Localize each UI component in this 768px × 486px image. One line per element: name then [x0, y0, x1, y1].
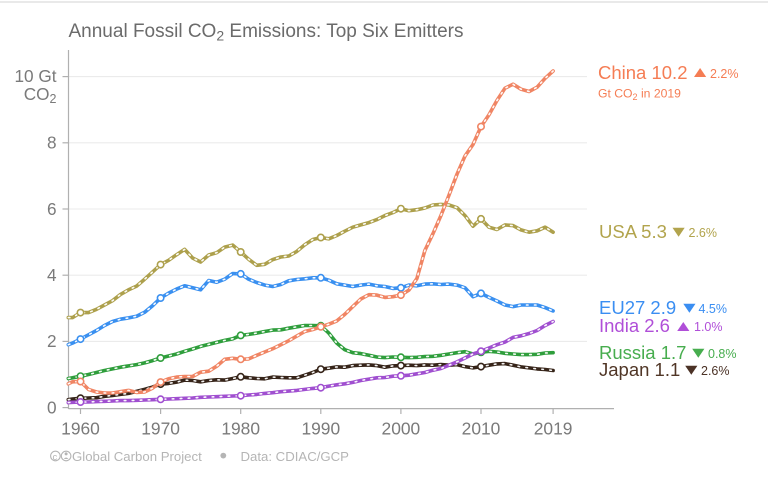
- svg-text:1960: 1960: [61, 419, 100, 439]
- svg-text:2.6%: 2.6%: [701, 364, 730, 378]
- svg-text:2.2%: 2.2%: [710, 67, 739, 81]
- svg-text:2: 2: [47, 331, 57, 351]
- svg-text:6: 6: [47, 199, 57, 219]
- svg-text:1.0%: 1.0%: [694, 320, 723, 334]
- svg-text:Annual Fossil CO2 Emissions: T: Annual Fossil CO2 Emissions: Top Six Emi…: [69, 21, 464, 44]
- svg-text:2.6%: 2.6%: [689, 226, 718, 240]
- svg-text:2000: 2000: [382, 419, 421, 439]
- svg-text:1970: 1970: [141, 419, 180, 439]
- svg-text:1980: 1980: [221, 419, 260, 439]
- svg-text:10 Gt: 10 Gt: [14, 66, 56, 86]
- svg-text:Gt CO2 in 2019: Gt CO2 in 2019: [598, 87, 681, 103]
- svg-text:0.8%: 0.8%: [708, 347, 737, 361]
- svg-text:2010: 2010: [462, 419, 501, 439]
- svg-text:CO2: CO2: [24, 84, 57, 106]
- svg-text:Russia 1.7: Russia 1.7: [599, 342, 686, 363]
- svg-text:2019: 2019: [534, 419, 573, 439]
- svg-text:EU27 2.9: EU27 2.9: [599, 297, 676, 318]
- svg-text:c: c: [53, 452, 58, 463]
- svg-text:8: 8: [47, 133, 57, 153]
- svg-text:China 10.2: China 10.2: [598, 62, 687, 83]
- svg-text:Japan 1.1: Japan 1.1: [599, 359, 680, 380]
- svg-text:4.5%: 4.5%: [699, 302, 728, 316]
- svg-text:India 2.6: India 2.6: [599, 315, 670, 336]
- svg-text:USA 5.3: USA 5.3: [599, 221, 667, 242]
- svg-text:1990: 1990: [301, 419, 340, 439]
- svg-text:0: 0: [47, 397, 57, 417]
- svg-text:4: 4: [47, 265, 57, 285]
